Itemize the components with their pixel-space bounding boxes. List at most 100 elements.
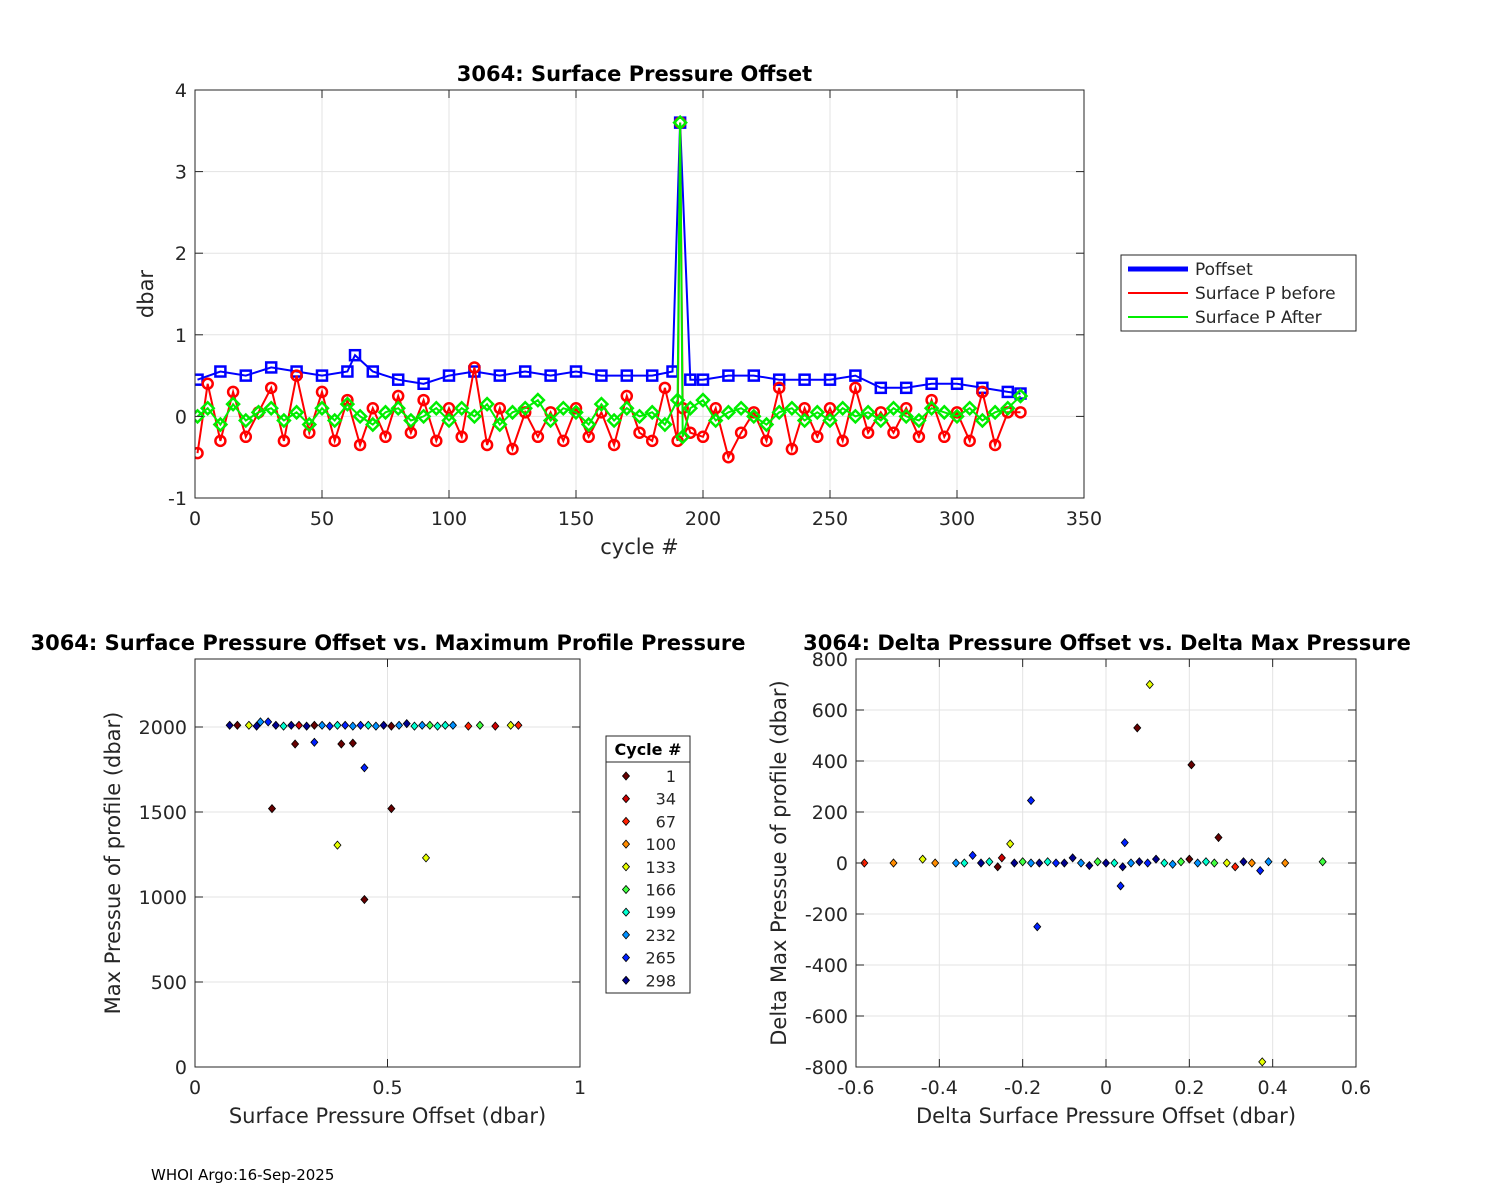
data-point (993, 862, 1002, 872)
y-tick-label: -800 (805, 1057, 848, 1079)
poffset-marker (493, 369, 507, 382)
poffset-marker (391, 373, 405, 386)
y-tick-label: 1000 (139, 887, 187, 909)
before-marker (963, 434, 976, 448)
data-point (1093, 857, 1102, 867)
data-point (621, 884, 631, 895)
poffset-marker (442, 369, 456, 382)
x-axis-label: Delta Surface Pressure Offset (dbar) (916, 1104, 1296, 1128)
after-marker (674, 429, 691, 445)
data-point (294, 720, 303, 730)
poffset-marker (950, 377, 964, 391)
after-marker (555, 400, 572, 417)
poffset-marker (899, 381, 913, 395)
data-point (951, 858, 961, 868)
legend-label: 1 (666, 767, 676, 786)
legend-title: Cycle # (615, 740, 682, 759)
data-point (244, 720, 253, 730)
data-point (985, 857, 994, 867)
chart-title: 3064: Delta Pressure Offset vs. Delta Ma… (803, 631, 1411, 655)
after-marker (352, 408, 368, 425)
chart-title: 3064: Surface Pressure Offset vs. Maximu… (30, 631, 745, 655)
y-tick-label: 400 (812, 751, 848, 773)
before-marker (696, 430, 710, 444)
poffset-marker (925, 377, 938, 391)
data-point (310, 720, 319, 730)
data-point (621, 952, 631, 963)
before-marker (239, 430, 253, 444)
after-marker (606, 412, 622, 429)
before-marker (658, 381, 672, 395)
poffset-marker (315, 369, 329, 382)
data-point (621, 839, 631, 849)
data-point (395, 720, 404, 730)
data-point (1145, 679, 1154, 690)
data-point (1116, 881, 1125, 891)
y-tick-label: -400 (805, 955, 848, 977)
poffset-marker (569, 365, 583, 378)
poffset-marker (544, 369, 557, 382)
data-point (1264, 857, 1273, 867)
after-marker (987, 404, 1003, 421)
y-tick-label: 0 (836, 853, 848, 875)
data-point (337, 739, 346, 749)
before-marker (480, 438, 494, 452)
after-marker (326, 412, 343, 429)
y-tick-label: 500 (151, 972, 187, 994)
data-point (1168, 859, 1177, 869)
data-point (279, 721, 288, 731)
data-point (325, 721, 334, 731)
points (225, 717, 523, 905)
data-point (441, 720, 450, 730)
data-point (1281, 858, 1290, 868)
after-marker (796, 412, 813, 429)
y-tick-label: 1500 (139, 802, 187, 824)
data-point (1239, 857, 1248, 867)
data-point (410, 721, 419, 731)
x-axis-label: cycle # (600, 535, 679, 559)
after-marker (669, 392, 686, 408)
before-marker (195, 446, 204, 460)
before-marker (938, 430, 951, 444)
before-marker (988, 438, 1002, 452)
data-point (1051, 858, 1061, 868)
poffset-marker (341, 365, 354, 378)
after-marker (339, 396, 356, 412)
legend-label: Surface P After (1195, 308, 1322, 328)
after-marker (936, 404, 953, 421)
after-marker (911, 412, 927, 429)
legend-label: 100 (645, 835, 676, 854)
data-point (333, 720, 342, 730)
data-point (621, 771, 631, 781)
before-marker (430, 434, 443, 448)
legend-label: 166 (645, 881, 676, 900)
after-marker (758, 416, 775, 433)
data-point (1006, 839, 1015, 849)
x-tick-label: 350 (1066, 508, 1102, 530)
y-tick-label: -1 (168, 488, 187, 510)
y-tick-label: 0 (175, 406, 187, 428)
data-point (364, 720, 373, 730)
after-marker (530, 392, 546, 408)
before-marker (1014, 406, 1027, 419)
after-marker (301, 416, 318, 433)
before-marker (201, 377, 214, 391)
before-marker (645, 434, 659, 448)
poffset-marker (823, 373, 837, 386)
legend-label: Surface P before (1195, 284, 1336, 304)
data-point (1187, 760, 1196, 770)
y-axis-label: Max Pressue of profile (dbar) (101, 712, 125, 1015)
data-point (1085, 860, 1094, 871)
after-marker (822, 412, 838, 429)
data-point (418, 720, 427, 730)
data-point (1222, 858, 1231, 868)
data-point (360, 894, 369, 905)
data-point (1214, 832, 1223, 843)
chart-title: 3064: Surface Pressure Offset (457, 62, 812, 86)
after-marker (466, 408, 483, 425)
y-tick-label: 2000 (139, 717, 187, 739)
before-marker (785, 442, 799, 456)
poffset-marker (645, 369, 659, 382)
data-point (318, 720, 327, 730)
